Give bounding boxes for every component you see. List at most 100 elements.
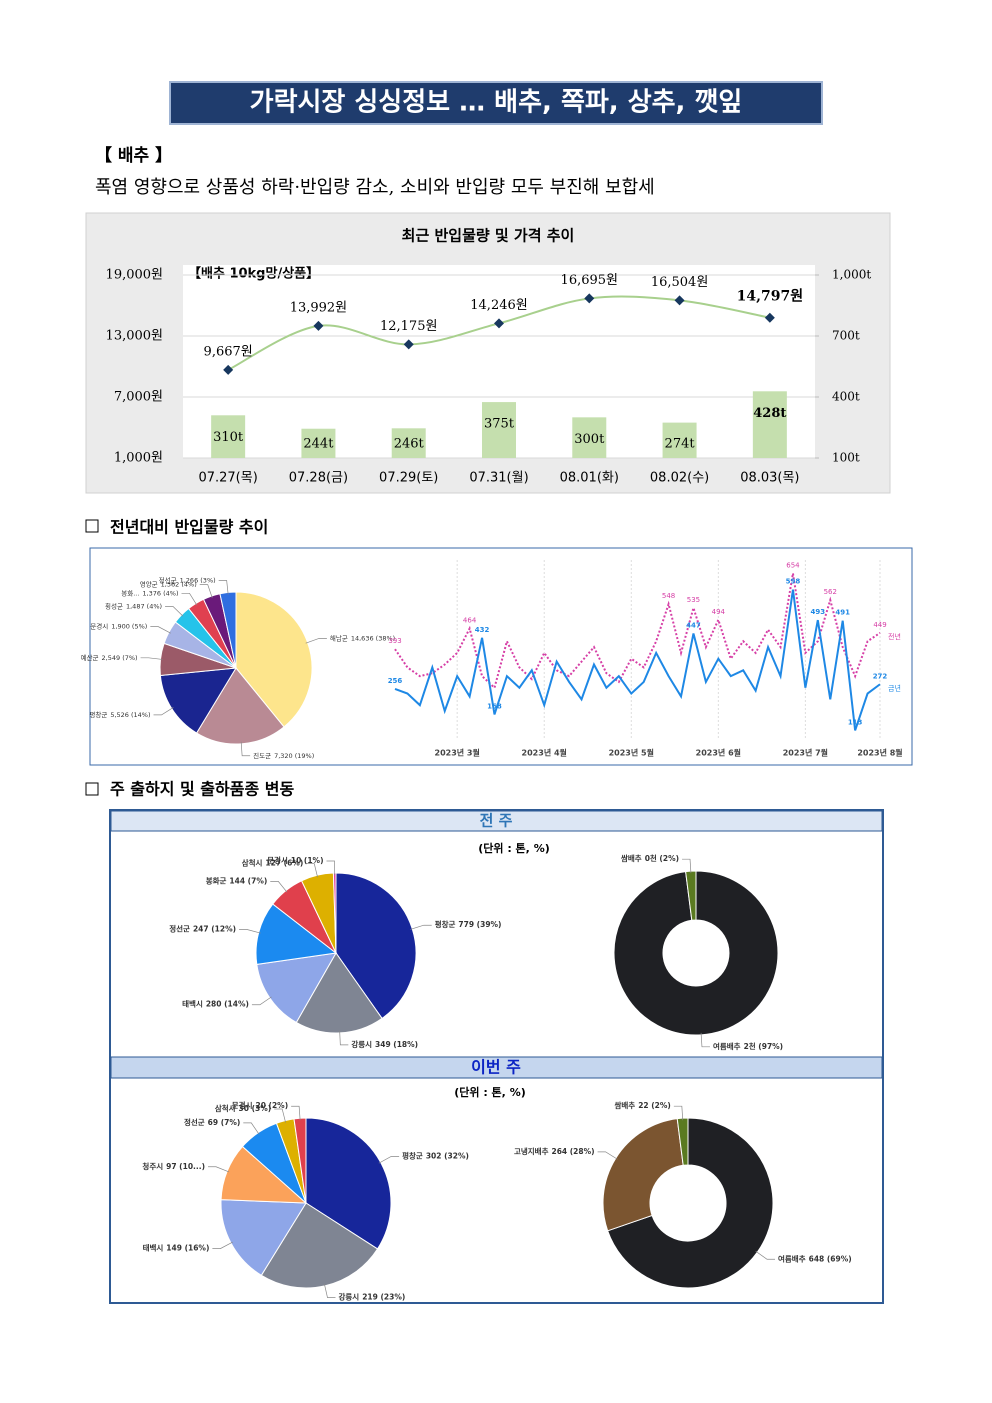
point-label: 393 <box>388 637 401 645</box>
leader-line <box>673 1105 684 1121</box>
label-category: 예산군 <box>81 653 99 662</box>
label-category: 정선군 <box>159 575 177 584</box>
label-category: 평창군 <box>435 919 456 929</box>
point-label: 14,797원 <box>737 289 803 305</box>
leader-line <box>153 707 174 716</box>
label-category: 청주시 <box>142 1161 163 1171</box>
label-value: 127 (6%) <box>265 859 303 868</box>
slice-label: 태백시 280 (14%) <box>182 999 249 1009</box>
label-category: 삼척시 <box>242 858 263 868</box>
slice-label: 태백시 149 (16%) <box>143 1243 210 1253</box>
slice-label: 강릉시 349 (18%) <box>351 1039 418 1049</box>
leader-line <box>199 584 213 599</box>
label-value: 7,320 (19%) <box>274 752 314 760</box>
label-value: 1,487 (4%) <box>126 603 162 611</box>
y-tick-label: 7,000원 <box>114 390 163 405</box>
week-title: 전 주 <box>480 812 513 830</box>
label-value: 144 (7%) <box>229 876 267 885</box>
label-value: 1,266 (3%) <box>180 576 216 584</box>
x-tick-label: 07.31(월) <box>469 471 528 486</box>
leader-line <box>305 638 327 644</box>
point-label: 113 <box>848 718 863 726</box>
slice-label: 평창군 5,526 (14%) <box>89 710 150 719</box>
label-category: 고냉지배추 <box>514 1146 549 1156</box>
label-category: 봉화... <box>121 589 139 597</box>
label-value: 1,376 (4%) <box>142 589 178 597</box>
headline: 폭염 영향으로 상품성 하락·반입량 감소, 소비와 반입량 모두 부진해 보합… <box>95 177 655 198</box>
leader-line <box>682 858 692 874</box>
label-category: 강릉시 <box>351 1039 372 1049</box>
slice-label: 정선군 69 (7%) <box>184 1117 240 1127</box>
label-value: 648 (69%) <box>809 1254 852 1263</box>
label-value: 1,900 (5%) <box>111 623 147 631</box>
section-label: 【 배추 】 <box>95 145 172 166</box>
x-tick-label: 2023년 8월 <box>857 748 902 758</box>
leader-line <box>326 860 336 876</box>
point-label: 447 <box>686 621 701 629</box>
label-value: 264 (28%) <box>551 1147 594 1156</box>
slice-label: 평창군 302 (32%) <box>402 1150 469 1160</box>
label-category: 평창군 <box>402 1150 423 1160</box>
unit: (단위 : 톤, %) <box>478 841 550 855</box>
slice-label: 정선군 247 (12%) <box>169 924 236 934</box>
slice-label: 영양군 1,362 (4%) <box>140 580 197 589</box>
y-tick-label: 1,000원 <box>114 451 163 466</box>
week-title: 이번 주 <box>471 1058 521 1077</box>
leader-line <box>270 881 288 893</box>
label-value: 149 (16%) <box>166 1244 209 1253</box>
slice-label: 여름배추 2천 (97%) <box>713 1041 783 1051</box>
bar-label: 274t <box>665 437 696 452</box>
slice-label: 해남군 14,636 (38%) <box>330 633 395 642</box>
label-category: 여름배추 <box>778 1253 806 1263</box>
y2-tick-label: 100t <box>832 451 860 465</box>
x-tick-label: 07.29(토) <box>379 471 438 486</box>
bar <box>301 428 336 458</box>
y-tick-label: 13,000원 <box>106 329 163 344</box>
label-value: 97 (10...) <box>166 1162 205 1171</box>
leader-line <box>243 1122 260 1135</box>
leader-line <box>700 1032 710 1048</box>
leader-line <box>410 924 432 930</box>
marker <box>674 295 685 306</box>
slice-label: 삼척시 127 (6%) <box>242 858 304 868</box>
bar-label: 246t <box>394 437 425 452</box>
week-header <box>110 810 883 832</box>
slice-label: 문경시 10 (1%) <box>267 855 323 865</box>
label-value: 30 (3%) <box>239 1104 272 1113</box>
label-category: 해남군 <box>330 633 348 642</box>
page-title: 가락시장 싱싱정보 … 배추, 쪽파, 상추, 깻잎 <box>250 88 743 118</box>
point-label: 535 <box>687 596 700 604</box>
x-tick-label: 2023년 6월 <box>696 748 741 758</box>
label-value: 22 (2%) <box>638 1101 671 1110</box>
chart-title: 최근 반입물량 및 가격 추이 <box>402 227 575 245</box>
y2-tick-label: 1,000t <box>832 268 871 282</box>
slice-label: 강릉시 219 (23%) <box>338 1292 405 1302</box>
unit: (단위 : 톤, %) <box>454 1085 526 1099</box>
marker <box>584 293 595 304</box>
label-category: 여름배추 <box>713 1041 741 1051</box>
slice-label: 정선군 1,266 (3%) <box>159 575 216 584</box>
slice-label: 봉화... 1,376 (4%) <box>121 589 178 597</box>
label-value: 280 (14%) <box>206 1000 249 1009</box>
leader-line <box>150 626 171 634</box>
x-tick-label: 08.03(목) <box>740 471 799 486</box>
marker <box>494 318 504 329</box>
label-value: 14,636 (38%) <box>351 634 395 642</box>
point-label: 562 <box>824 588 837 596</box>
bar-label: 300t <box>574 432 605 447</box>
slice <box>602 1118 684 1232</box>
point-label: 654 <box>786 561 800 569</box>
point-label: 16,504원 <box>651 275 708 290</box>
label-value: 1,362 (4%) <box>161 581 197 589</box>
legend-entry: 금년 <box>888 683 901 692</box>
point-label: 494 <box>712 608 726 616</box>
point-label: 168 <box>487 702 502 710</box>
leader-line <box>274 1108 286 1123</box>
label-value: 247 (12%) <box>193 925 236 934</box>
x-tick-label: 08.01(화) <box>560 471 619 486</box>
label-value: 69 (7%) <box>208 1118 241 1127</box>
x-tick-label: 07.27(목) <box>198 471 257 486</box>
x-tick-label: 2023년 4월 <box>522 748 567 758</box>
point-label: 14,246원 <box>470 298 527 313</box>
point-label: 464 <box>463 617 477 625</box>
